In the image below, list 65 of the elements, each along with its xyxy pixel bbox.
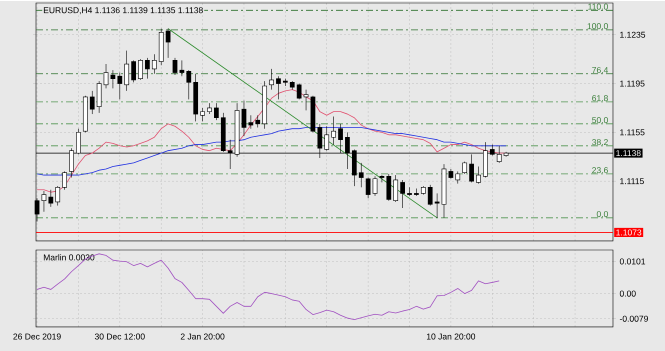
candlestick xyxy=(386,174,392,202)
annotation: 61.8 xyxy=(592,95,608,102)
candlestick xyxy=(124,50,130,92)
annotation: 50.0 xyxy=(592,117,608,124)
y-tick-label: 1.1235 xyxy=(620,32,646,38)
candlestick xyxy=(42,190,46,212)
candlestick xyxy=(186,70,192,100)
annotation: 0.0 xyxy=(596,211,608,218)
y-tick-label: 0.00 xyxy=(620,290,636,297)
candlestick xyxy=(131,60,136,83)
candlestick xyxy=(214,102,219,120)
candlestick xyxy=(331,116,336,145)
candlestick xyxy=(255,114,260,128)
candlestick xyxy=(324,126,330,151)
candlestick xyxy=(96,80,102,114)
annotation: 110.0 xyxy=(588,4,608,10)
candlestick xyxy=(248,114,254,130)
x-tick-label: 26 Dec 2019 xyxy=(13,334,61,340)
candlestick xyxy=(372,176,378,196)
candlestick xyxy=(476,166,481,184)
candlestick xyxy=(138,58,143,80)
candlestick xyxy=(62,171,68,190)
annotation: 100.0 xyxy=(588,23,608,30)
candlestick xyxy=(166,28,170,58)
candlestick xyxy=(172,58,178,76)
x-tick-label: 30 Dec 12:00 xyxy=(94,334,145,340)
y-tick-label: 0.0101 xyxy=(620,258,646,264)
candlestick xyxy=(145,58,150,79)
candlestick xyxy=(304,89,308,111)
candlestick xyxy=(104,64,108,89)
candlestick xyxy=(276,76,281,100)
annotation: 76.4 xyxy=(592,67,608,74)
candlestick xyxy=(90,90,95,114)
candlestick xyxy=(434,193,440,218)
y-tick-label: 1.1155 xyxy=(620,129,645,136)
candlestick xyxy=(48,189,54,208)
candlestick xyxy=(152,54,157,74)
candlestick xyxy=(448,168,454,180)
x-tick-label: 2 Jan 20:00 xyxy=(180,334,224,340)
candlestick xyxy=(55,186,60,206)
candlestick xyxy=(462,161,468,174)
candlestick xyxy=(242,100,246,136)
candlestick xyxy=(110,70,116,89)
x-tick-label: 10 Jan 20:00 xyxy=(426,334,476,340)
chart-title: EURUSD,H4 1.1136 1.1139 1.1135 1.1138 xyxy=(44,7,203,14)
y-tick-label: -0.0079 xyxy=(620,316,648,322)
candlestick xyxy=(117,72,122,100)
candlestick xyxy=(358,162,364,188)
candlestick xyxy=(180,60,184,77)
candlestick xyxy=(455,171,460,184)
candlestick xyxy=(428,184,433,206)
ref-line-label: 1.1073 xyxy=(616,229,642,236)
candlestick xyxy=(366,177,370,199)
y-tick-label: 1.1115 xyxy=(620,178,644,184)
candlestick xyxy=(207,102,212,114)
candlestick xyxy=(200,108,205,122)
annotation: 23.6 xyxy=(592,167,608,174)
candlestick xyxy=(269,68,274,90)
y-tick-label: 1.1195 xyxy=(620,80,645,87)
candlestick xyxy=(407,186,412,196)
ref-line-label: 1.1138 xyxy=(616,150,641,156)
candlestick xyxy=(296,83,302,100)
annotation: 38.2 xyxy=(592,139,608,146)
candlestick xyxy=(400,180,405,208)
candlestick xyxy=(393,174,398,202)
